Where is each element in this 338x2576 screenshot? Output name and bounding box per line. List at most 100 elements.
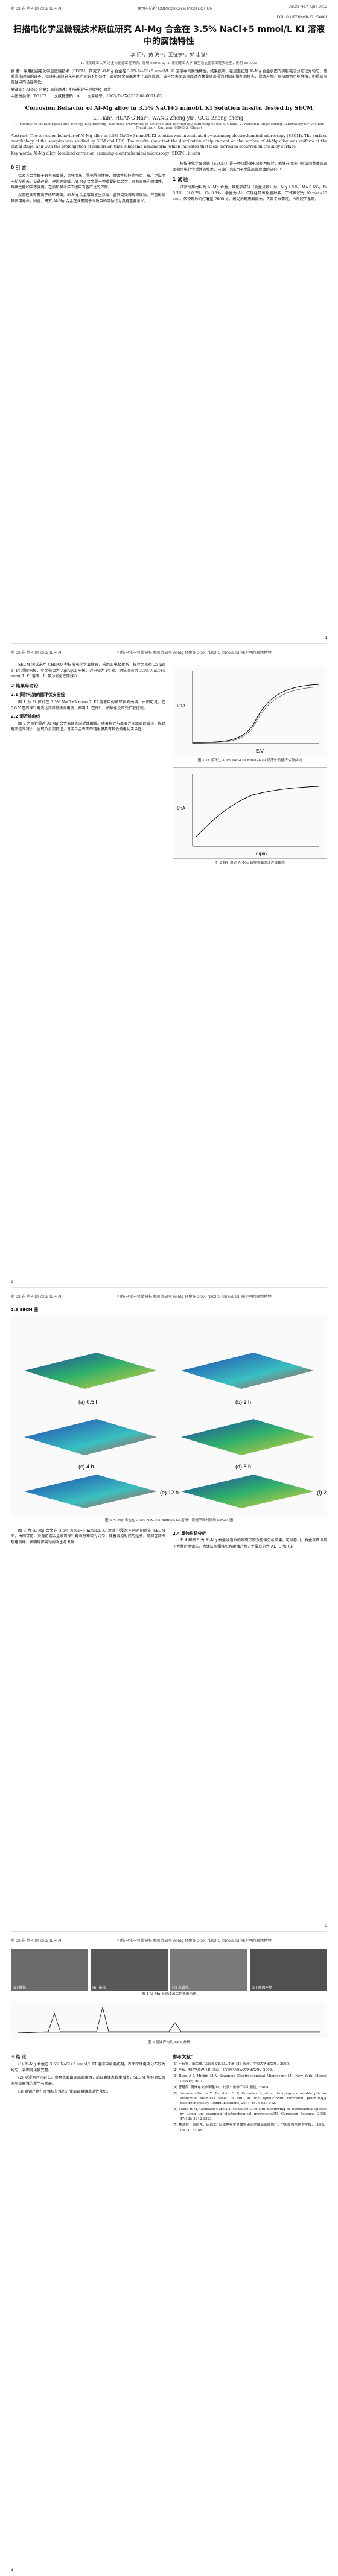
figure-5 [11,2000,327,2038]
panel-label: (b) 高倍 [92,1986,106,1990]
page-number: 1 [325,636,327,640]
authors-en: LI Tian¹, HUANG Hai¹², WANG Zheng-yu¹, G… [92,115,246,121]
axis-label-y: I/nA [177,806,186,811]
keywords-en: Key words: Al-Mg alloy; localized corros… [11,151,200,156]
subsection-heading: 2.4 腐蚀形貌分析 [173,1531,206,1536]
running-header: 第 33 卷 第 4 期 2012 年 4 月 扫描电化学显微镜技术原位研究 A… [11,1288,327,1301]
header-left: 第 33 卷 第 4 期 2012 年 4 月 [11,1939,62,1943]
panel-label: (d) 腐蚀产物 [252,1986,273,1990]
header-right: Vol.33 No.4 April 2012 [288,5,327,9]
panel-label: (a) 0.5 h [78,1399,99,1405]
paragraph: 扫描电化学显微镜（SECM）是一种以超微电极作为探针，能够在溶液中原位测量基底表… [173,162,327,173]
secm-maps: (a) 0.5 h (b) 2 h (c) 4 h (d) 8 h (e) 12… [24,1353,334,1508]
reference-list: [1] 王祝堂，田荣璋. 铝合金及其加工手册[M]. 长沙：中南大学出版社，20… [173,2062,327,2132]
figure-1: E/V I/nA [173,665,327,756]
approach-curve: d/μm I/nA [177,773,320,856]
header-left: 第 33 卷 第 4 期 2012 年 4 月 [11,1295,62,1299]
abstract-cn: 摘 要：采用扫描电化学显微镜技术（SECM）研究了 Al-Mg 合金在 3.5%… [11,69,327,85]
page-4: 第 33 卷 第 4 期 2012 年 4 月 扫描电化学显微镜技术原位研究 A… [11,1932,327,2576]
header-center: 扫描电化学显微镜技术原位研究 Al-Mg 合金在 3.5% NaCl+5 mmo… [117,1295,272,1299]
paragraph: 铝及其合金由于具有密度低、比强度高、导电导热性好、耐蚀性较好等特点，被广泛应用于… [11,174,165,190]
reference: [4] 曹楚南. 腐蚀电化学原理[M]. 北京：化学工业出版社，2004. [173,2085,270,2090]
page-1: 第 33 卷 第 4 期 2012 年 4 月 腐蚀与防护 CORROSION … [11,0,327,644]
figure-4: (a) 低倍 (b) 高倍 (c) 点蚀坑 (d) 腐蚀产物 [11,1949,327,1991]
title-en: Corrosion Behavior of Al-Mg alloy in 3.5… [25,105,313,112]
secm-map-e: (e) 12 h [24,1475,179,1508]
reference: [5] Gonzalez-Garcia Y, Burstein G T, Gon… [173,2091,327,2106]
sem-image: (b) 高倍 [91,1949,168,1991]
secm-map-a: (a) 0.5 h [24,1353,157,1405]
header-left: 第 33 卷 第 4 期 2012 年 4 月 [11,651,62,655]
column-left: 3 结 论 (1) Al-Mg 合金在 3.5% NaCl+5 mmol/L K… [11,2050,165,2134]
page-3: 第 33 卷 第 4 期 2012 年 4 月 扫描电化学显微镜技术原位研究 A… [11,1288,334,1932]
sem-image: (c) 点蚀坑 [170,1949,247,1991]
column-right: E/V I/nA 图 1 Pt 探针在 3.5% NaCl+5 mmol/L K… [173,662,327,870]
abstract-en: Abstract: The corrosion behavior of Al-M… [11,133,328,150]
section-heading: 1 试 验 [173,176,188,182]
authors-cn: 李 田¹，黄 海¹²，王征宇¹，郭 忠诚¹ [130,52,208,58]
secm-map-f: (f) 24 h [181,1475,334,1508]
header-center: 扫描电化学显微镜技术原位研究 Al-Mg 合金在 3.5% NaCl+5 mmo… [117,651,272,655]
figure-caption: 图 2 探针逼近 Al-Mg 合金表面的渐近线曲线 [215,861,285,865]
panel-label: (c) 点蚀坑 [172,1986,189,1990]
section-heading: 2 结果与讨论 [11,683,39,689]
paragraph: 图 4 和图 5 为 Al-Mg 合金浸泡后的表面形貌及能谱分析结果。可以看出，… [173,1538,327,1549]
secm-map-b: (b) 2 h [181,1353,314,1405]
axis-label-x: d/μm [256,851,267,856]
paragraph: (1) Al-Mg 合金在 3.5% NaCl+5 mmol/L KI 溶液中浸… [11,2062,165,2073]
affiliation-cn: (1. 昆明理工大学 冶金与能源工程学院，昆明 650093；2. 昆明理工大学… [79,62,259,66]
column-right: 扫描电化学显微镜（SECM）是一种以超微电极作为探针，能够在溶液中原位测量基底表… [173,161,327,206]
body-columns: 0 引 言 铝及其合金由于具有密度低、比强度高、导电导热性好、耐蚀性较好等特点，… [11,161,327,206]
header-center: 扫描电化学显微镜技术原位研究 Al-Mg 合金在 3.5% NaCl+5 mmo… [117,1939,272,1943]
classification: 中图分类号：TG172 文献标志码：A 文章编号：1005-748X(2012)… [11,94,162,98]
panel-label: (e) 12 h [160,1490,179,1496]
keywords-cn: 关键词：Al-Mg 合金；局部腐蚀；扫描电化学显微镜；原位 [11,87,111,92]
page-number: 3 [325,1924,327,1928]
header-center: 腐蚀与防护 CORROSION & PROTECTION [137,7,213,11]
page-2: 第 33 卷 第 4 期 2012 年 4 月 扫描电化学显微镜技术原位研究 A… [11,644,327,1288]
paragraph: SECM 测试采用 CHI900 型扫描电化学显微镜，采用四电极体系，探针为直径… [11,663,165,679]
secm-map-d: (d) 8 h [181,1419,314,1470]
figure-caption: 图 5 腐蚀产物的 EDS 分析 [147,2040,191,2044]
panel-label: (d) 8 h [235,1464,251,1470]
header-left: 第 33 卷 第 4 期 2012 年 4 月 [11,7,62,11]
figure-3: (a) 0.5 h (b) 2 h (c) 4 h (d) 8 h (e) 12… [11,1316,334,1516]
title-cn: 扫描电化学显微镜技术原位研究 Al-Mg 合金在 3.5% NaCl+5 mmo… [13,25,325,46]
section-heading: 0 引 言 [11,165,27,171]
panel-label: (b) 2 h [235,1399,251,1405]
paragraph: 图 3 为 Al-Mg 合金在 3.5% NaCl+5 mmol/L KI 溶液… [11,1528,165,1545]
subsection-heading: 2.2 渐近线曲线 [11,714,40,719]
subsection-heading: 2.3 SECM 图 [11,1307,38,1312]
axis-label-x: E/V [256,748,264,754]
body-columns: 3 结 论 (1) Al-Mg 合金在 3.5% NaCl+5 mmol/L K… [11,2050,327,2134]
panel-label: (a) 低倍 [13,1986,27,1990]
paragraph: (2) 随浸泡时间延长，合金表面出现局部腐蚀，局部腐蚀点数量增多，SECM 能够… [11,2076,165,2087]
paragraph: 然而在含有氯离子的环境中，Al-Mg 合金容易发生点蚀、晶间腐蚀等局部腐蚀，严重… [11,193,165,203]
body-columns: 图 3 为 Al-Mg 合金在 3.5% NaCl+5 mmol/L KI 溶液… [11,1528,327,1552]
column-right: 参考文献： [1] 王祝堂，田荣璋. 铝合金及其加工手册[M]. 长沙：中南大学… [173,2050,327,2134]
running-header: 第 33 卷 第 4 期 2012 年 4 月 扫描电化学显微镜技术原位研究 A… [11,1932,327,1945]
section-heading: 参考文献： [173,2053,196,2059]
page-number: 2 [11,1280,13,1284]
reference: [1] 王祝堂，田荣璋. 铝合金及其加工手册[M]. 长沙：中南大学出版社，20… [173,2062,290,2067]
column-left: 0 引 言 铝及其合金由于具有密度低、比强度高、导电导热性好、耐蚀性较好等特点，… [11,161,165,206]
reference: [2] 李荻. 电化学原理[M]. 北京：北京航空航天大学出版社，2008. [173,2068,273,2073]
paragraph: 图 2 为探针逼近 Al-Mg 合金表面的渐近线曲线。随着探针与基底之间距离的减… [11,721,165,732]
paragraph: (3) 腐蚀产物在点蚀坑处堆积，使局部腐蚀点活性降低。 [18,2089,111,2094]
figure-caption: 图 3 Al-Mg 合金在 3.5% NaCl+5 mmol/L KI 溶液中浸… [104,1519,234,1522]
reference: [7] 林昌健，卓向东，田昭武. 扫描电化学显微镜研究金属局部腐蚀[J]. 中国… [173,2123,327,2132]
section-heading: 3 结 论 [11,2053,27,2059]
paragraph: 试验所用材料为 Al-Mg 合金，其化学成分（质量分数）为：Mg 4.5%，Mn… [173,185,327,202]
eds-spectrum [18,2007,320,2033]
panel-label: (f) 24 h [317,1490,327,1496]
cv-plot: E/V I/nA [177,671,320,754]
axis-label-y: I/nA [177,703,186,709]
panel-label: (c) 4 h [78,1464,94,1470]
figure-2: d/μm I/nA [173,767,327,859]
column-right: 2.4 腐蚀形貌分析 图 4 和图 5 为 Al-Mg 合金浸泡后的表面形貌及能… [173,1528,327,1552]
figure-caption: 图 1 Pt 探针在 3.5% NaCl+5 mmol/L KI 溶液中的循环伏… [197,759,302,762]
subsection-heading: 2.1 探针电流的循环伏安曲线 [11,692,65,698]
column-left: SECM 测试采用 CHI900 型扫描电化学显微镜，采用四电极体系，探针为直径… [11,662,165,870]
body-columns: SECM 测试采用 CHI900 型扫描电化学显微镜，采用四电极体系，探针为直径… [11,662,327,870]
sem-image: (a) 低倍 [11,1949,88,1991]
